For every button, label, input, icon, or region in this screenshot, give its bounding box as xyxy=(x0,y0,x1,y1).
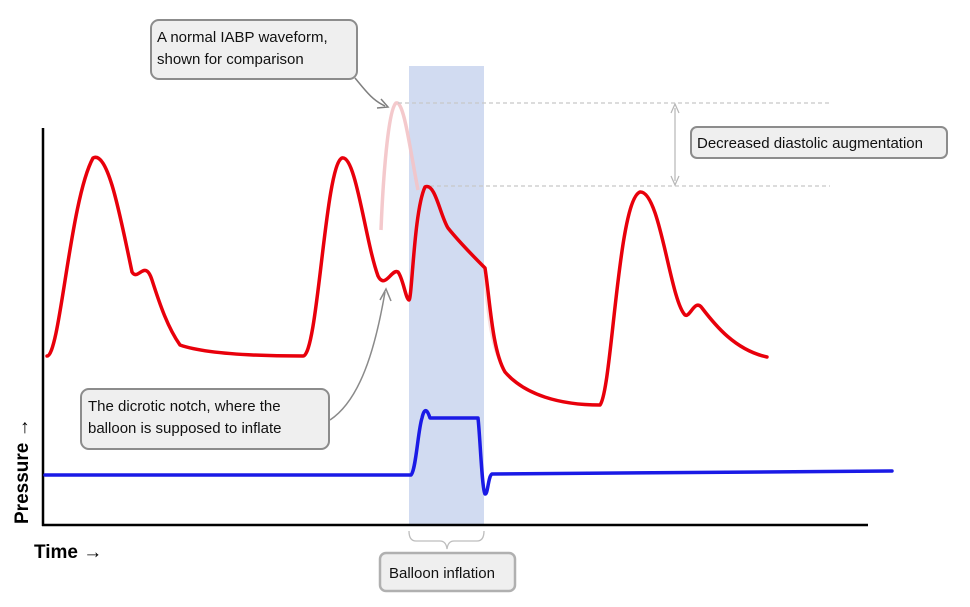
normal-waveform-ghost xyxy=(379,101,420,231)
callout-diastolic-augmentation: Decreased diastolic augmentation xyxy=(690,126,948,159)
dicrotic-notch-connector-arrowhead xyxy=(379,287,392,302)
callout-normal-waveform: A normal IABP waveform, shown for compar… xyxy=(150,19,358,80)
augmentation-arrowhead-up xyxy=(670,102,680,114)
arterial-pressure-waveform xyxy=(45,155,769,407)
balloon-inflation-band xyxy=(409,66,484,526)
normal-waveform-connector xyxy=(354,77,386,107)
callout-normal-waveform-line2: shown for comparison xyxy=(157,51,304,68)
callout-diastolic-augmentation-text: Decreased diastolic augmentation xyxy=(697,135,923,152)
callout-balloon-inflation-text: Balloon inflation xyxy=(389,565,495,582)
x-axis-label: Time → xyxy=(34,542,102,563)
augmentation-arrowhead-down xyxy=(670,175,680,187)
callout-dicrotic-notch: The dicrotic notch, where the balloon is… xyxy=(80,388,330,450)
y-axis-label: Pressure → xyxy=(12,418,33,524)
balloon-inflation-bracket xyxy=(408,530,485,550)
callout-normal-waveform-line1: A normal IABP waveform, xyxy=(157,29,328,46)
callout-dicrotic-notch-line2: balloon is supposed to inflate xyxy=(88,420,281,437)
balloon-pressure-waveform xyxy=(43,408,894,496)
callout-balloon-inflation: Balloon inflation xyxy=(378,551,517,593)
normal-waveform-connector-arrowhead xyxy=(376,98,390,109)
dicrotic-notch-connector xyxy=(329,291,386,421)
callout-dicrotic-notch-line1: The dicrotic notch, where the xyxy=(88,398,281,415)
